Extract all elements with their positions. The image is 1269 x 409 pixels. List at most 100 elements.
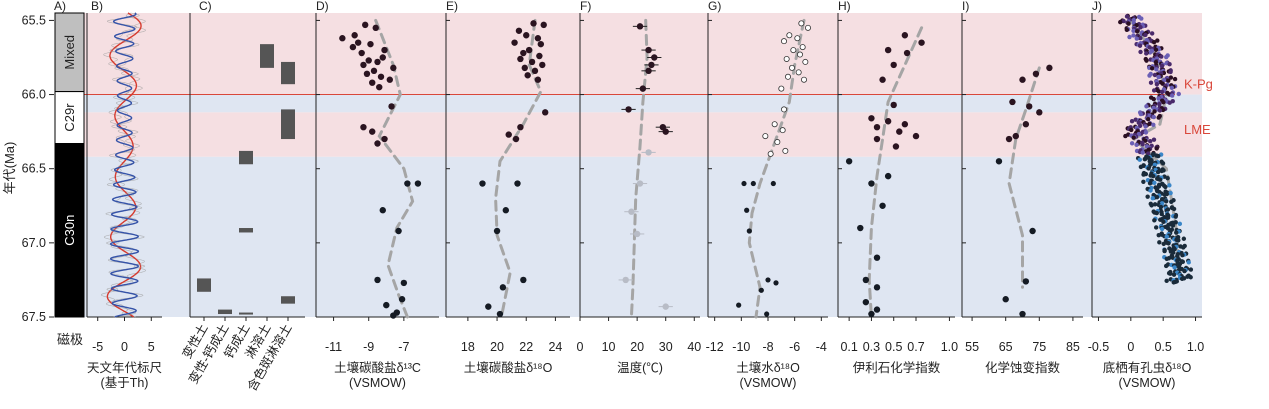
foram-data-point [1149, 66, 1155, 71]
panel-letter: F) [580, 0, 591, 13]
data-point [873, 135, 881, 143]
data-point [404, 180, 411, 187]
data-point [499, 284, 507, 291]
age-axis-label: 年代(Ma) [2, 142, 17, 195]
data-point [515, 27, 523, 34]
foram-data-point [1123, 133, 1128, 139]
data-point [1009, 98, 1016, 106]
panel-letter: D) [316, 0, 329, 13]
soil-type-interval [281, 61, 295, 85]
background-band [84, 156, 1202, 317]
x-axis-label: 天文年代标尺 [87, 360, 162, 375]
data-point [873, 306, 881, 313]
x-tick-label: 10 [602, 340, 616, 354]
foram-data-point [1124, 14, 1130, 19]
data-point [873, 123, 881, 131]
x-tick-label: 0.7 [907, 340, 924, 354]
data-point [479, 180, 486, 187]
x-tick-label: 40 [687, 340, 701, 354]
foram-data-point [1168, 69, 1173, 75]
panel-letter: C) [199, 0, 212, 13]
data-point [790, 47, 797, 54]
data-point [521, 64, 528, 72]
data-point [862, 298, 870, 306]
foram-data-point [1138, 111, 1144, 117]
foram-data-point [1157, 240, 1162, 245]
polarity-chron [54, 12, 85, 93]
data-point [879, 76, 886, 83]
data-point [369, 79, 376, 86]
foram-data-point [1163, 263, 1169, 269]
data-point [778, 85, 785, 92]
data-point [365, 57, 372, 64]
trend-line [867, 26, 924, 319]
data-point [528, 58, 536, 66]
astronomical-curve [106, 12, 142, 318]
foram-data-point [1131, 33, 1136, 38]
foram-data-point [1145, 194, 1150, 199]
data-point [505, 131, 512, 138]
data-point [779, 127, 786, 134]
x-axis-label-line2: (VSMOW) [349, 376, 406, 390]
foram-data-point [1143, 32, 1148, 38]
data-point [1012, 132, 1019, 140]
data-point [517, 123, 524, 131]
x-tick-label: -0.5 [1088, 340, 1110, 354]
foram-data-point [1140, 150, 1145, 155]
foram-data-point [1176, 91, 1181, 97]
data-point [767, 150, 774, 157]
foram-data-point [1156, 153, 1161, 159]
data-point [381, 46, 388, 54]
x-axis-label: 温度(℃) [617, 360, 663, 375]
data-point [773, 280, 779, 286]
data-point [534, 76, 542, 83]
foram-data-point [1129, 118, 1135, 124]
data-point [884, 46, 892, 54]
foram-data-point [1138, 25, 1143, 30]
data-point [363, 70, 371, 78]
foram-data-point [1163, 199, 1169, 204]
soil-type-interval [239, 312, 253, 315]
foram-data-point [1149, 203, 1154, 208]
panel-letter: A) [54, 0, 66, 13]
foram-data-point [1138, 164, 1144, 170]
data-point [995, 158, 1003, 165]
data-point [514, 180, 521, 187]
data-point [1002, 296, 1009, 303]
foram-data-point [1152, 202, 1158, 207]
data-point [520, 276, 527, 284]
event-label: K-Pg [1184, 77, 1213, 92]
x-tick-label: 20 [630, 340, 644, 354]
data-point [890, 61, 897, 69]
x-tick-label: 1.0 [1187, 340, 1204, 354]
foram-data-point [1151, 39, 1157, 45]
foram-data-point [1152, 218, 1157, 223]
x-tick-label: -7 [398, 340, 409, 354]
data-point [360, 61, 367, 69]
data-point [398, 296, 406, 303]
data-point [390, 64, 397, 72]
x-tick-label: 0.1 [840, 340, 857, 354]
foram-data-point [1171, 206, 1177, 212]
data-point [1019, 76, 1026, 83]
data-point [662, 128, 669, 135]
foram-data-point [1147, 50, 1153, 55]
foram-data-point [1137, 43, 1143, 48]
foram-data-point [1143, 130, 1149, 135]
foram-data-point [1143, 138, 1148, 143]
panel-B: -5 0 5 天文年代标尺(基于Th) [86, 12, 162, 390]
panel-letter: H) [838, 0, 851, 13]
foram-data-point [1159, 226, 1165, 232]
x-axis-label: 底栖有孔虫δ¹⁸O [1103, 360, 1192, 375]
data-point [795, 69, 802, 76]
foram-data-point [1164, 234, 1169, 239]
soil-type-interval [197, 278, 211, 292]
x-tick-label: -5 [92, 340, 103, 354]
foram-data-point [1170, 223, 1176, 228]
data-point [367, 40, 374, 48]
x-tick-label: 22 [519, 340, 533, 354]
foram-data-point [1154, 82, 1160, 87]
data-point [805, 24, 812, 31]
trend-line [1007, 66, 1041, 289]
foram-data-point [1156, 115, 1161, 120]
